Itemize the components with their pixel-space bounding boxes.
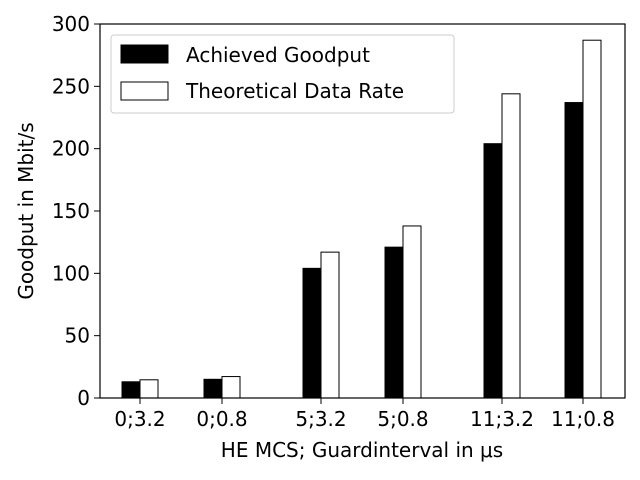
bar-theoretical-2 [320, 251, 340, 399]
x-tick-label: 11;3.2 [470, 407, 534, 431]
y-tick-label: 50 [65, 324, 90, 348]
bars-group [121, 39, 602, 399]
bar-theoretical-0 [139, 379, 159, 399]
bar-achieved-5 [564, 102, 584, 399]
x-tick-label: 0;3.2 [114, 407, 165, 431]
y-tick-label: 200 [52, 137, 90, 161]
bar-theoretical-1 [221, 376, 241, 399]
y-tick-label: 150 [52, 199, 90, 223]
y-tick-label: 300 [52, 12, 90, 36]
legend-frame [110, 34, 455, 114]
y-axis-label: Goodput in Mbit/s [14, 122, 38, 299]
legend-label-achieved: Achieved Goodput [186, 43, 370, 67]
legend-swatch-achieved [120, 44, 169, 64]
x-tick-label: 5;0.8 [377, 407, 428, 431]
bar-achieved-3 [384, 246, 404, 399]
x-axis-label: HE MCS; Guardinterval in μs [221, 438, 503, 462]
bar-theoretical-4 [501, 93, 521, 399]
x-axis: 0;3.2 0;0.8 5;3.2 5;0.8 11;3.2 11;0.8 [114, 398, 615, 431]
legend-label-theoretical: Theoretical Data Rate [185, 79, 404, 103]
y-axis: 0 50 100 150 200 250 300 [52, 12, 100, 410]
x-tick-label: 0;0.8 [196, 407, 247, 431]
legend: Achieved Goodput Theoretical Data Rate [110, 34, 455, 114]
x-tick-label: 5;3.2 [295, 407, 346, 431]
bar-achieved-4 [483, 143, 503, 399]
y-tick-label: 250 [52, 74, 90, 98]
bar-theoretical-5 [582, 39, 602, 399]
legend-swatch-theoretical [120, 81, 169, 101]
y-tick-label: 100 [52, 261, 90, 285]
bar-achieved-2 [302, 267, 322, 399]
y-tick-label: 0 [77, 386, 90, 410]
bar-theoretical-3 [402, 225, 422, 399]
x-tick-label: 11;0.8 [551, 407, 615, 431]
bar-achieved-0 [121, 381, 141, 399]
bar-achieved-1 [203, 378, 223, 399]
